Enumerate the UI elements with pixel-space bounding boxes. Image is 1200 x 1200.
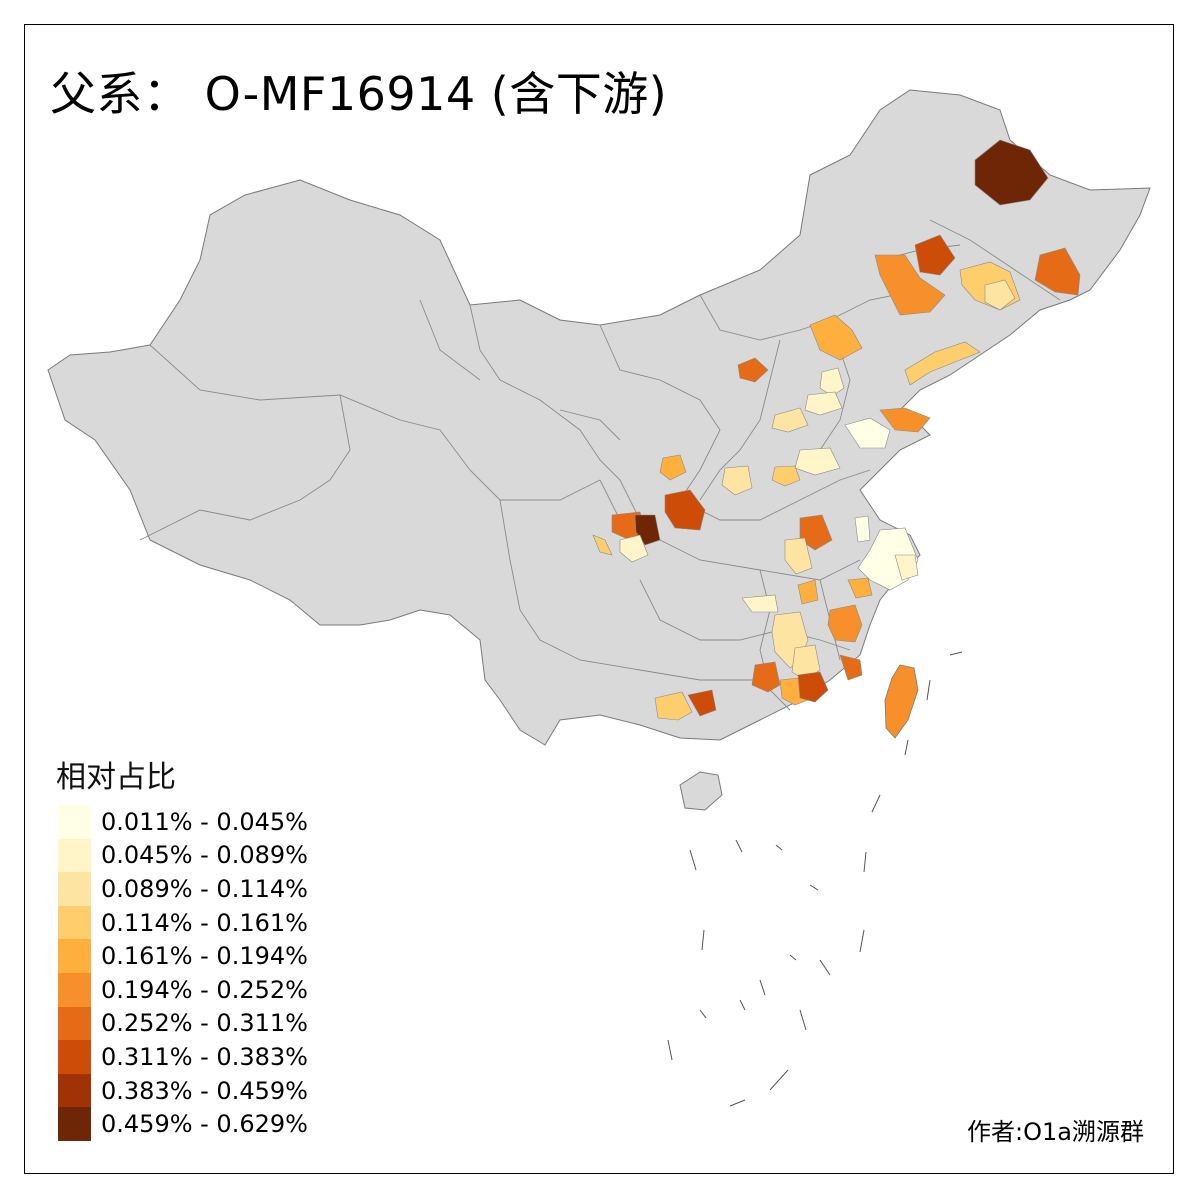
legend-label: 0.194% - 0.252%	[101, 975, 308, 1004]
prefecture-region	[844, 417, 891, 449]
prefecture-region	[721, 465, 753, 496]
prefecture-region	[854, 515, 871, 543]
prefecture-region	[809, 314, 863, 361]
legend-item: 0.252% - 0.311%	[58, 1006, 308, 1041]
legend-item: 0.114% - 0.161%	[58, 905, 308, 940]
prefecture-region	[847, 577, 873, 599]
prefecture-region	[687, 689, 717, 717]
prefecture-region	[804, 391, 843, 416]
legend-label: 0.045% - 0.089%	[101, 841, 308, 870]
legend-label: 0.311% - 0.383%	[101, 1042, 308, 1071]
prefecture-region	[1034, 247, 1081, 296]
hainan-island	[679, 771, 723, 811]
prefecture-region	[737, 357, 769, 383]
prefecture-region	[741, 594, 779, 613]
legend-swatch	[58, 838, 91, 873]
legend-item: 0.089% - 0.114%	[58, 872, 308, 906]
prefecture-region	[799, 514, 833, 551]
prefecture-region	[797, 671, 829, 703]
legend-swatch	[58, 1040, 91, 1074]
author-credit: 作者:O1a溯源群	[967, 1118, 1144, 1146]
legend-item: 0.383% - 0.459%	[58, 1073, 308, 1108]
legend-label: 0.459% - 0.629%	[101, 1110, 308, 1139]
legend-swatch	[58, 905, 91, 940]
prefecture-region	[879, 407, 931, 433]
prefecture-region	[794, 447, 841, 476]
prefecture-region	[654, 691, 693, 721]
legend-label: 0.114% - 0.161%	[101, 908, 308, 937]
legend-label: 0.011% - 0.045%	[101, 807, 308, 836]
prefecture-region	[619, 534, 649, 563]
legend-item: 0.161% - 0.194%	[58, 939, 308, 973]
prefecture-region	[592, 534, 613, 556]
taiwan-region	[884, 664, 919, 739]
south-china-sea-islands	[667, 651, 963, 1107]
legend-label: 0.089% - 0.114%	[101, 874, 308, 903]
legend-label: 0.161% - 0.194%	[101, 942, 308, 971]
legend-swatch	[58, 1006, 91, 1041]
legend-swatch	[58, 805, 91, 839]
prefecture-region	[797, 579, 819, 605]
legend-swatch	[58, 1073, 91, 1108]
prefecture-region	[664, 489, 706, 531]
prefecture-region	[914, 234, 956, 276]
prefecture-region	[839, 654, 863, 681]
legend-label: 0.383% - 0.459%	[101, 1076, 308, 1105]
prefecture-region	[771, 407, 809, 433]
legend-title: 相对占比	[56, 760, 176, 795]
prefecture-region	[904, 341, 981, 386]
legend: 0.011% - 0.045% 0.045% - 0.089% 0.089% - 0…	[58, 805, 308, 1141]
prefecture-region	[827, 604, 863, 643]
legend-item: 0.045% - 0.089%	[58, 838, 308, 873]
legend-swatch	[58, 872, 91, 906]
legend-label: 0.252% - 0.311%	[101, 1009, 308, 1038]
prefecture-region	[659, 454, 687, 481]
legend-item: 0.459% - 0.629%	[58, 1107, 308, 1141]
legend-item: 0.194% - 0.252%	[58, 972, 308, 1007]
prefecture-region	[974, 139, 1049, 206]
legend-item: 0.011% - 0.045%	[58, 805, 308, 839]
prefecture-region	[751, 661, 781, 693]
prefecture-region	[784, 537, 813, 575]
legend-item: 0.311% - 0.383%	[58, 1040, 308, 1074]
prefecture-region	[984, 279, 1016, 311]
prefecture-region	[874, 254, 946, 316]
map-title: 父系： O-MF16914 (含下游)	[50, 67, 668, 121]
legend-swatch	[58, 939, 91, 973]
legend-swatch	[58, 1107, 91, 1141]
prefecture-region	[894, 554, 919, 581]
prefecture-region	[819, 367, 845, 397]
legend-swatch	[58, 972, 91, 1007]
prefecture-region	[771, 465, 801, 487]
